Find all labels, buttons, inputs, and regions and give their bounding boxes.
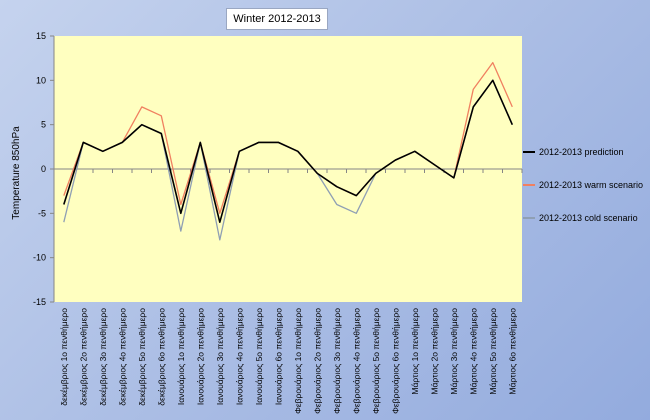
x-tick-label: Φεβρουάριος 5ο πενθήμερο [371,308,381,414]
x-tick-label: Ιανουάριος 5ο πενθήμερο [254,308,264,405]
legend-swatch [523,150,535,153]
x-tick-label: δεκέμβριος 4ο πενθήμερο [117,308,127,406]
x-tick-label: δεκέμβριος 3ο πενθήμερο [98,308,108,406]
x-tick-label: Ιανουάριος 3ο πενθήμερο [215,308,225,405]
y-tick-label: 10 [36,75,46,85]
x-tick-label: Φεβρουάριος 4ο πενθήμερο [351,308,361,414]
x-tick-label: Μάρτιος 1ο πενθήμερο [410,308,420,395]
x-tick-label: δεκέμβριος 6ο πενθήμερο [156,308,166,406]
legend-label: 2012-2013 prediction [539,146,624,157]
x-tick-label: δεκέμβριος 5ο πενθήμερο [137,308,147,406]
x-tick-label: δεκέμβριος 1ο πενθήμερο [59,308,69,406]
legend-swatch [523,183,535,186]
x-tick-label: Μάρτιος 6ο πενθήμερο [507,308,517,395]
x-tick-label: Ιανουάριος 1ο πενθήμερο [176,308,186,405]
y-tick-label: 15 [36,31,46,41]
legend-swatch [523,216,535,219]
x-tick-label: δεκέμβριος 2ο πενθήμερο [78,308,88,406]
x-tick-label: Μάρτιος 2ο πενθήμερο [429,308,439,395]
x-tick-label: Ιανουάριος 6ο πενθήμερο [273,308,283,405]
x-tick-label: Ιανουάριος 2ο πενθήμερο [195,308,205,405]
y-tick-label: -5 [38,208,46,218]
x-tick-label: Ιανουάριος 4ο πενθήμερο [234,308,244,405]
legend-item: 2012-2013 prediction [523,143,648,160]
legend-label: 2012-2013 warm scenario [539,179,644,190]
y-axis-label: Temperature 850hPa [11,126,22,220]
x-tick-label: Φεβρουάριος 2ο πενθήμερο [312,308,322,414]
x-tick-label: Μάρτιος 4ο πενθήμερο [468,308,478,395]
series-line [63,79,514,223]
legend-label: 2012-2013 cold scenario [539,212,638,223]
chart-title: Winter 2012-2013 [226,8,328,30]
y-tick-label: -10 [33,253,46,263]
x-tick-label: Φεβρουάριος 6ο πενθήμερο [390,308,400,414]
legend-item: 2012-2013 cold scenario [523,209,648,226]
x-tick-label: Φεβρουάριος 1ο πενθήμερο [293,308,303,414]
y-tick-label: -15 [33,297,46,307]
x-tick-label: Μάρτιος 5ο πενθήμερο [488,308,498,395]
y-tick-label: 5 [41,120,46,130]
legend: 2012-2013 prediction 2012-2013 warm scena… [523,143,648,242]
y-tick-label: 0 [41,164,46,174]
x-tick-label: Φεβρουάριος 3ο πενθήμερο [332,308,342,414]
x-tick-label: Μάρτιος 3ο πενθήμερο [449,308,459,395]
legend-item: 2012-2013 warm scenario [523,176,648,193]
